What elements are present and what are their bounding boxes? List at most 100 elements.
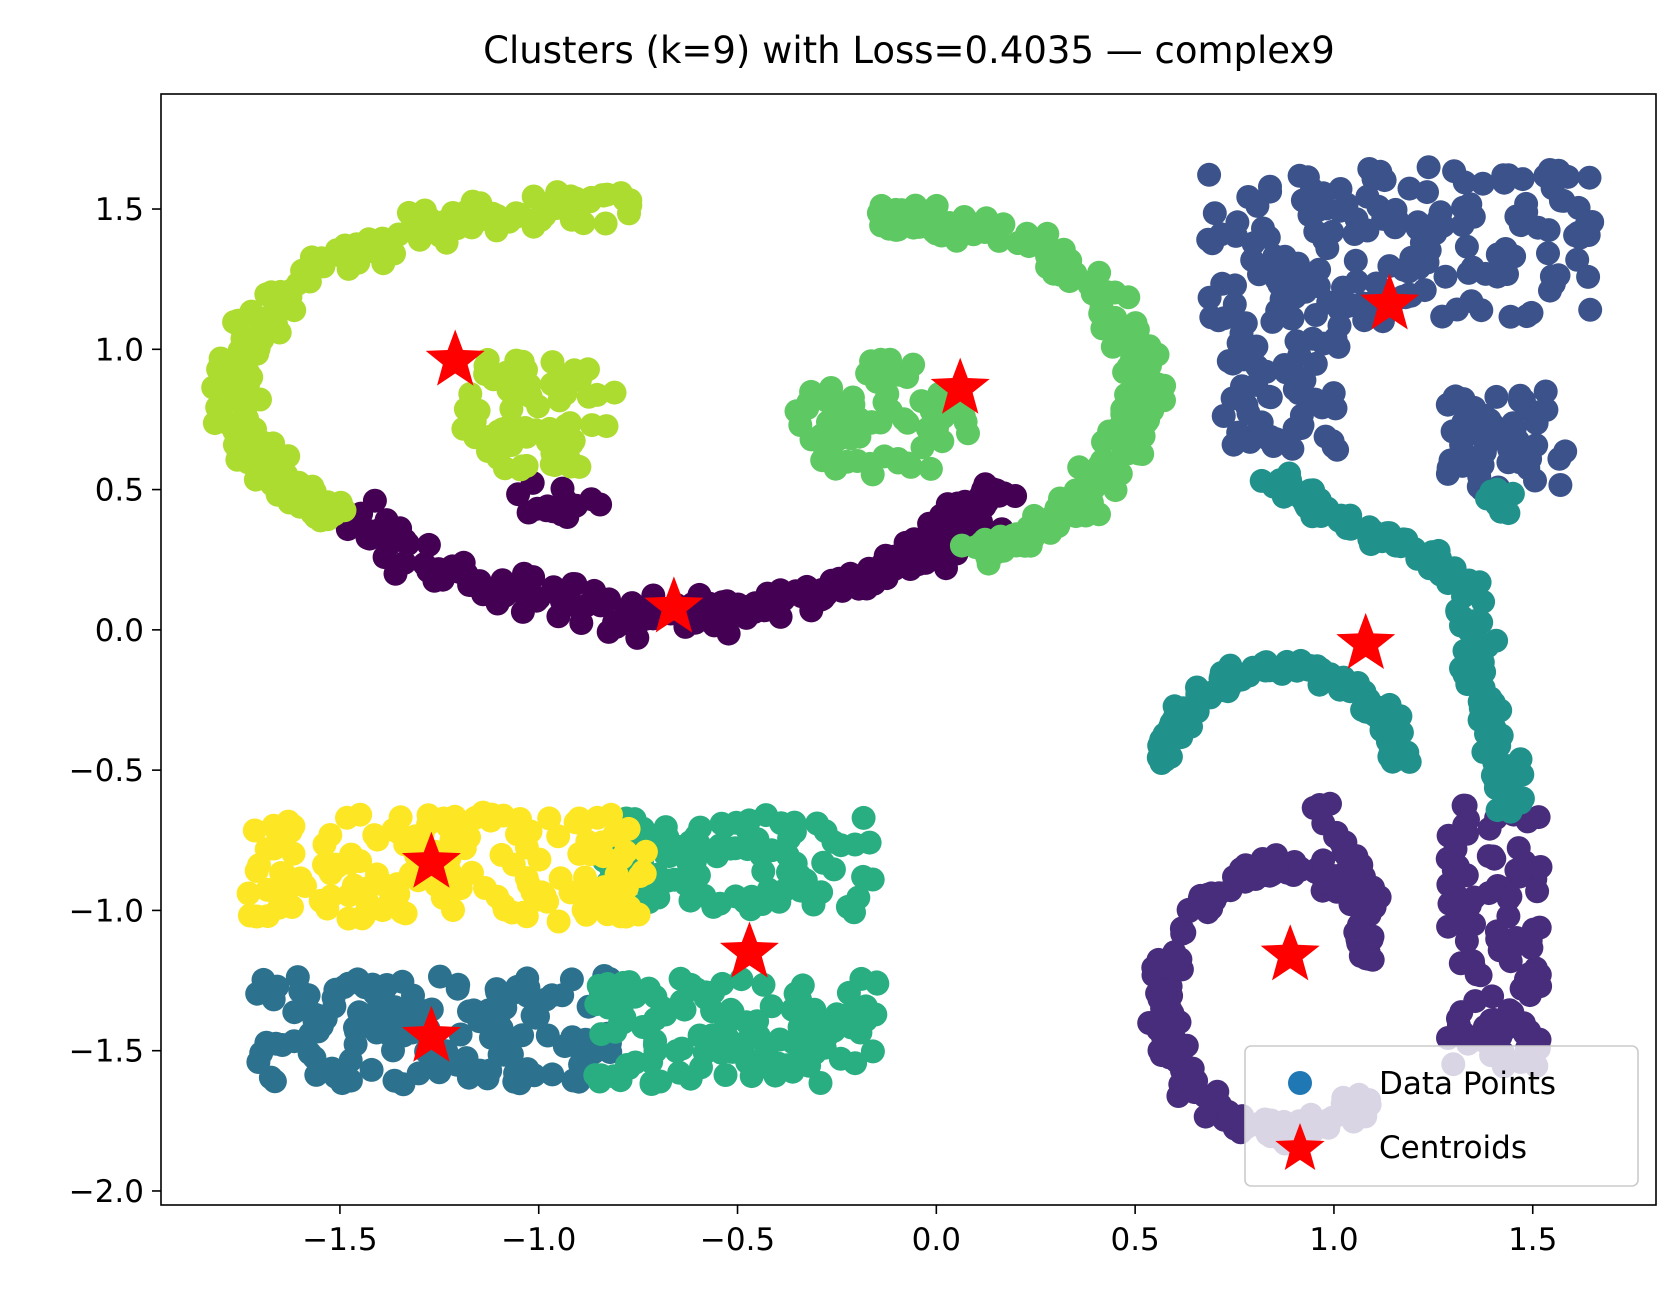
data-point: [1450, 213, 1475, 237]
data-point: [1125, 317, 1150, 342]
data-point: [862, 571, 887, 596]
data-point: [1209, 668, 1234, 692]
data-point: [586, 973, 611, 998]
data-point: [1436, 823, 1461, 848]
data-point: [1527, 915, 1552, 940]
data-point: [1526, 400, 1551, 425]
data-point: [550, 476, 575, 501]
data-point: [1180, 1056, 1205, 1081]
data-point: [355, 525, 380, 550]
data-point: [1280, 436, 1305, 461]
y-tick-label: 1.0: [95, 332, 144, 368]
data-point: [1360, 947, 1385, 972]
centroids-layer: [401, 273, 1420, 1062]
data-point: [632, 861, 657, 886]
data-point: [1538, 278, 1562, 303]
data-point: [1311, 848, 1336, 873]
data-point: [1219, 1104, 1244, 1129]
data-point: [1287, 365, 1312, 390]
data-point: [1221, 432, 1246, 457]
data-point: [1498, 304, 1523, 329]
data-point: [1327, 677, 1352, 702]
data-point: [1303, 387, 1328, 412]
x-tick-label: 1.5: [1508, 1222, 1557, 1258]
data-point: [745, 827, 770, 852]
data-point: [700, 998, 725, 1023]
data-point: [956, 421, 980, 446]
y-tick-label: −1.5: [69, 1034, 144, 1070]
y-tick-label: 0.0: [95, 613, 144, 649]
data-point: [1361, 701, 1386, 726]
chart-title: Clusters (k=9) with Loss=0.4035 — comple…: [483, 29, 1335, 72]
data-point: [857, 830, 882, 855]
cluster-7: [201, 180, 643, 533]
data-point: [1245, 193, 1270, 218]
data-point: [576, 357, 600, 382]
data-point: [1042, 504, 1067, 529]
data-point: [434, 230, 459, 255]
data-point: [1540, 176, 1565, 201]
data-point: [828, 1046, 853, 1071]
data-point: [672, 997, 697, 1022]
data-point: [653, 1002, 678, 1027]
data-point: [1118, 354, 1143, 379]
data-point: [1433, 264, 1458, 289]
data-point: [466, 398, 491, 423]
centroid-2: [1360, 273, 1420, 330]
data-point: [704, 844, 729, 869]
data-point: [471, 800, 495, 825]
data-point: [1288, 856, 1313, 881]
data-point: [1536, 241, 1560, 266]
data-point: [924, 193, 949, 218]
data-point: [720, 1039, 745, 1064]
data-point: [828, 833, 853, 858]
data-point: [716, 621, 741, 646]
data-point: [1405, 216, 1430, 241]
data-point: [1485, 242, 1510, 267]
data-point: [1470, 453, 1495, 477]
y-tick-label: −1.0: [69, 893, 144, 929]
data-point: [1416, 155, 1441, 180]
data-point: [1412, 278, 1437, 303]
data-point: [1317, 868, 1342, 893]
data-point: [1502, 416, 1527, 441]
data-point: [553, 413, 578, 438]
data-point: [1197, 162, 1222, 187]
data-point: [392, 550, 417, 575]
data-point: [846, 885, 871, 910]
data-point: [925, 416, 949, 440]
data-point: [1484, 384, 1509, 409]
data-point: [306, 1019, 331, 1044]
legend-centroids-label: Centroids: [1379, 1130, 1527, 1166]
data-point: [1377, 254, 1402, 279]
data-point: [1455, 642, 1480, 667]
y-tick-label: 1.5: [95, 192, 144, 228]
data-point: [597, 587, 621, 612]
data-point: [1355, 874, 1380, 899]
data-point: [1525, 879, 1550, 904]
data-point: [1126, 441, 1151, 466]
data-point: [416, 532, 441, 557]
data-point: [445, 976, 470, 1001]
data-point: [508, 807, 532, 831]
data-point: [304, 1062, 329, 1087]
data-point: [1140, 370, 1165, 395]
data-point: [1488, 698, 1513, 723]
data-point: [282, 1000, 307, 1025]
data-point: [609, 845, 634, 870]
data-point: [564, 186, 589, 211]
data-point: [808, 1071, 833, 1095]
y-tick-label: −2.0: [69, 1174, 144, 1210]
data-point: [391, 1072, 416, 1097]
data-point: [518, 384, 543, 409]
data-point: [323, 1064, 348, 1089]
data-point: [1170, 921, 1195, 946]
data-point: [1451, 387, 1476, 412]
data-point: [1451, 1021, 1476, 1046]
data-point: [625, 625, 650, 650]
legend-box: [1244, 1045, 1639, 1187]
data-point: [1364, 271, 1389, 296]
x-axis: −1.5 −1.0 −0.5 0.0 0.5 1.0 1.5: [302, 1205, 1557, 1258]
data-point: [579, 487, 604, 512]
data-point: [860, 1039, 885, 1064]
